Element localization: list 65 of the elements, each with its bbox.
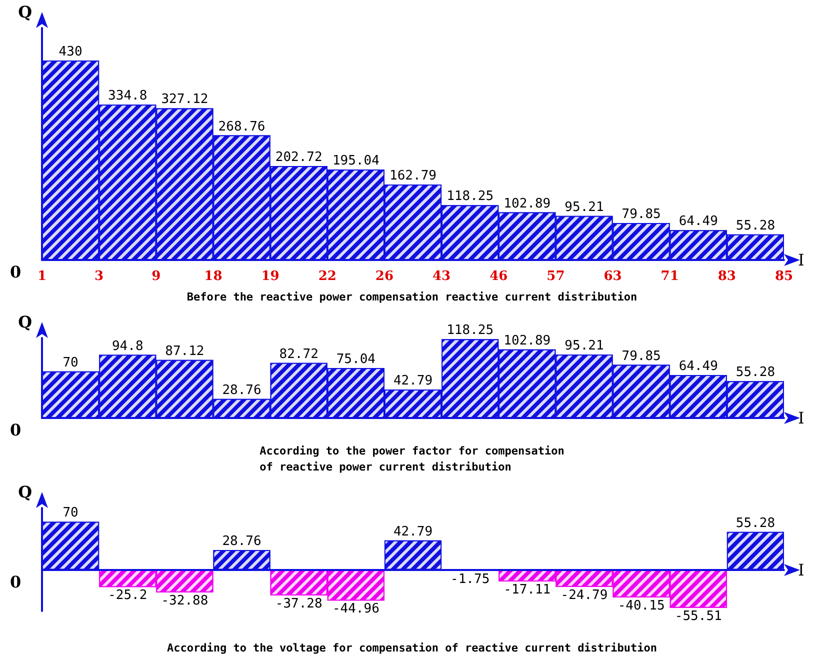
data-label: -32.88 <box>161 593 208 608</box>
x-axis-title: I <box>798 250 804 270</box>
data-label: -17.11 <box>504 582 551 598</box>
text: 1 <box>37 269 47 284</box>
data-label: 79.85 <box>622 206 661 222</box>
text: 83 <box>718 269 736 284</box>
data-label: -37.28 <box>275 596 322 612</box>
y-axis-title: Q <box>18 482 32 502</box>
data-label: 327.12 <box>161 92 208 108</box>
text: 26 <box>375 269 394 284</box>
data-label: 94.8 <box>112 338 144 354</box>
text: 0 <box>10 420 22 440</box>
data-label: 95.21 <box>564 200 604 215</box>
text: 46 <box>490 269 508 284</box>
data-label: 195.04 <box>332 154 380 168</box>
data-label: 42.79 <box>393 373 433 388</box>
text: 85 <box>774 269 794 284</box>
x-axis-title: I <box>798 560 804 580</box>
data-label: 87.12 <box>165 344 204 359</box>
text: 57 <box>546 269 565 284</box>
y-axis-title: Q <box>18 2 32 22</box>
data-label: -40.15 <box>618 598 665 614</box>
y-axis-title: Q <box>18 312 32 332</box>
data-label: 64.49 <box>678 214 718 230</box>
data-label: 102.89 <box>504 333 551 348</box>
data-label: -44.96 <box>332 602 380 617</box>
data-label: -1.75 <box>450 572 490 587</box>
text: 3 <box>94 269 104 284</box>
data-label: 118.25 <box>446 323 494 338</box>
data-label: 430 <box>58 44 82 60</box>
data-label: -24.79 <box>560 588 608 603</box>
data-label: 70 <box>62 355 78 370</box>
data-label: 82.72 <box>279 346 318 362</box>
text: According to the power factor for compensation of reactive power current distribution <box>260 444 564 474</box>
data-label: 118.25 <box>446 189 494 204</box>
text: According to the voltage for compensation of reactive current distribution <box>166 642 658 654</box>
data-label: 55.28 <box>736 365 776 380</box>
text: 0 <box>10 262 22 282</box>
text: 43 <box>432 269 451 284</box>
text: 18 <box>204 269 222 284</box>
text: 19 <box>261 269 280 284</box>
data-label: 42.79 <box>393 524 433 540</box>
data-label: 75.04 <box>336 352 376 367</box>
text: 71 <box>660 269 679 284</box>
data-label: 55.28 <box>736 516 776 531</box>
data-label: 268.76 <box>218 119 266 134</box>
text: 0 <box>10 572 22 592</box>
data-label: 28.76 <box>222 534 262 550</box>
text: 63 <box>604 269 622 284</box>
data-label: 55.28 <box>736 218 776 234</box>
x-axis-title: I <box>798 408 804 428</box>
data-label: 70 <box>62 506 78 521</box>
data-label: 79.85 <box>622 348 661 364</box>
data-label: 202.72 <box>275 150 322 165</box>
text: 9 <box>152 269 161 284</box>
data-label: 334.8 <box>108 88 148 104</box>
data-label: 102.89 <box>504 196 551 212</box>
data-label: -55.51 <box>674 608 722 624</box>
data-label: -25.2 <box>108 588 148 604</box>
data-label: 28.76 <box>222 382 262 398</box>
data-label: 64.49 <box>678 359 718 374</box>
text: 22 <box>318 269 336 284</box>
data-label: 95.21 <box>564 338 604 354</box>
data-label: 162.79 <box>390 168 436 184</box>
text: Before the reactive power compensation reactive current distribution <box>186 290 638 304</box>
